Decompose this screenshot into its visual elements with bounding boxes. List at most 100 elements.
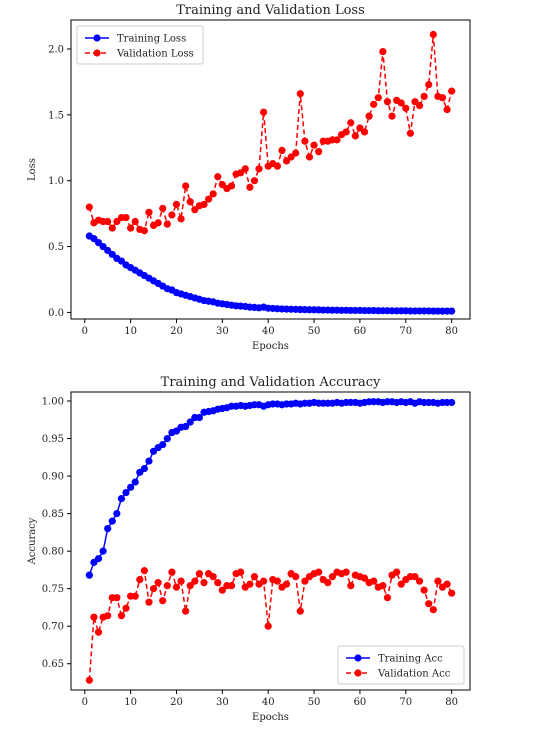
data-point [315,148,323,156]
legend-label: Validation Acc [377,669,451,680]
data-point [237,568,245,576]
data-point [429,606,437,614]
data-point [140,227,148,235]
data-point [351,132,359,140]
x-tick-label: 0 [82,326,88,337]
data-point [328,573,337,581]
data-point [282,580,291,588]
data-point [209,190,217,198]
x-tick-label: 50 [308,326,321,337]
y-tick-label: 0.65 [42,659,64,670]
data-point [186,418,194,426]
legend-marker [354,669,362,677]
data-point [246,580,254,588]
data-point [145,208,153,216]
data-point [204,195,213,203]
legend-label: Training Acc [378,654,443,665]
series-training-acc [85,398,456,579]
x-axis-label: Epochs [252,712,289,723]
data-point [163,582,171,590]
data-point [393,568,401,576]
y-tick-label: 0.85 [42,509,64,520]
legend: Training Loss Validation Loss [76,25,204,65]
series-training-loss [85,232,456,315]
y-tick-label: 0.90 [42,472,64,483]
data-point [301,137,309,145]
data-point [168,211,176,219]
data-point [214,579,222,587]
data-point [145,457,153,465]
data-point [383,594,392,602]
y-tick-label: 0.70 [42,622,64,633]
series-validation-acc [85,567,456,684]
legend-box [337,645,465,685]
x-tick-label: 10 [124,697,137,708]
data-point [140,567,148,575]
x-tick-label: 0 [82,697,88,708]
data-point [406,129,414,137]
data-point [117,494,126,503]
data-point [292,573,300,581]
plot-frame [70,19,471,320]
data-point [159,597,167,605]
data-point [177,215,185,223]
chart-1: Training and Validation Loss 0 10 20 30 40 50 6… [27,3,471,352]
data-point [250,177,259,185]
chart-2: Training and Validation Accuracy 0 10 20 30 4… [27,375,471,723]
data-point [260,577,268,585]
y-tick-label: 1.5 [48,110,64,121]
data-point [140,464,148,473]
x-tick-label: 10 [124,326,137,337]
data-point [182,607,190,615]
data-point [374,94,382,102]
data-point [379,48,387,56]
legend-marker [93,49,101,57]
plot-frame [70,391,471,691]
y-tick-label: 0.95 [42,434,64,445]
x-tick-label: 70 [399,326,412,337]
x-tick-label: 20 [170,697,183,708]
data-point [448,307,456,315]
data-point [420,92,428,100]
data-point [301,577,309,585]
data-point [94,628,103,636]
data-point [136,576,144,584]
chart-title: Training and Validation Accuracy [161,375,381,390]
data-point [411,573,419,581]
data-point [273,162,281,170]
data-point [108,517,116,525]
data-point [172,200,181,209]
data-point [425,80,433,89]
data-point [333,136,341,144]
data-point [186,582,194,590]
data-point [448,87,456,95]
data-point [154,219,162,227]
x-axis-label: Epochs [252,341,289,352]
data-point [117,612,126,620]
data-point [305,153,314,161]
data-point [429,30,437,39]
data-point [200,579,208,587]
data-point [172,583,181,591]
data-point [227,182,236,190]
data-point [379,582,387,590]
x-tick-label: 40 [262,697,275,708]
data-point [131,478,139,486]
y-tick-label: 0.80 [42,547,64,558]
data-point [292,149,300,157]
legend-marker [93,34,101,42]
data-point [360,574,369,582]
data-point [104,525,112,533]
data-point [310,141,318,149]
data-point [131,592,139,600]
y-tick-label: 2.0 [48,44,64,55]
data-point [127,483,135,491]
data-point [154,579,162,587]
x-tick-label: 60 [354,697,367,708]
data-point [94,555,103,563]
data-point [415,102,424,110]
data-point [250,573,259,581]
y-tick-label: 0.5 [48,242,64,253]
data-point [195,570,204,578]
